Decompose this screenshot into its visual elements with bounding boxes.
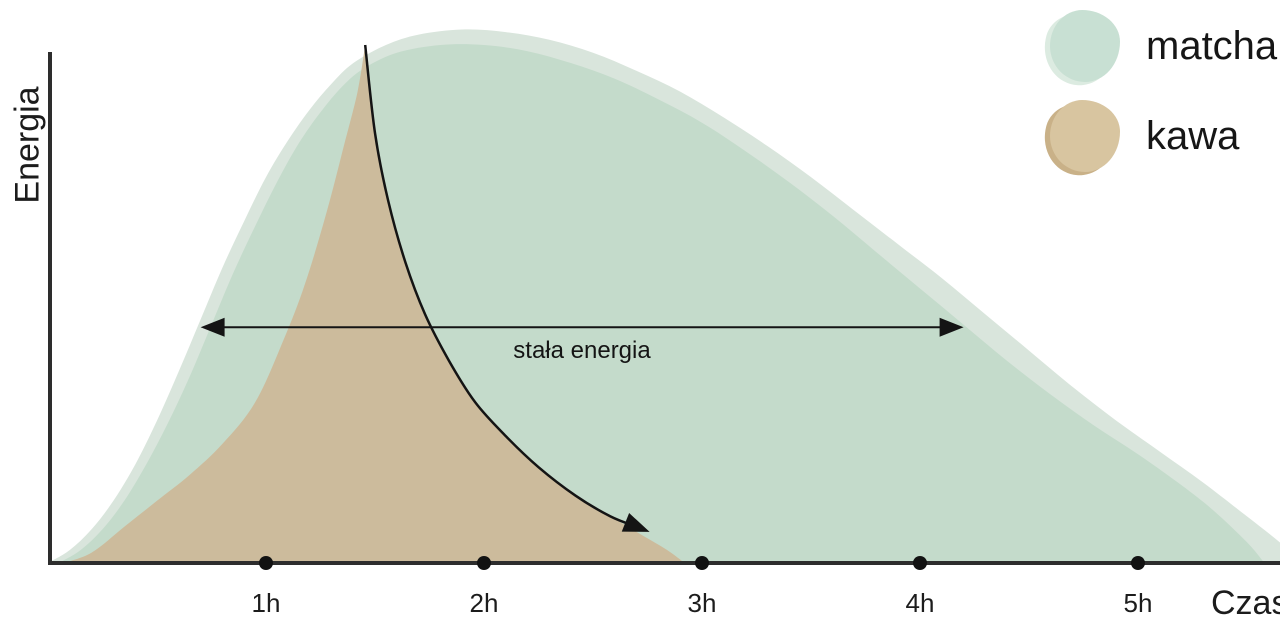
x-axis-tick-dot bbox=[1131, 556, 1145, 570]
kawa-area bbox=[63, 45, 685, 563]
tick-label-3h: 3h bbox=[687, 588, 717, 618]
x-axis-tick-dot bbox=[913, 556, 927, 570]
kawa-decay-arrow-line bbox=[363, 44, 638, 528]
matcha-blob-icon bbox=[1035, 4, 1123, 94]
legend-label-matcha: matcha bbox=[1146, 24, 1278, 68]
kawa-decay-arrowhead bbox=[621, 513, 650, 532]
constant-energy-arrowhead-right bbox=[939, 317, 964, 337]
tick-label-4h: 4h bbox=[905, 588, 935, 618]
tick-label-5h: 5h bbox=[1123, 588, 1153, 618]
x-axis-tick-dot bbox=[477, 556, 491, 570]
constant-energy-annotation-label: stała energia bbox=[513, 337, 651, 364]
constant-energy-arrowhead-left bbox=[200, 317, 225, 337]
legend-item-kawa: kawa bbox=[1035, 94, 1277, 184]
x-axis-label: Czas bbox=[1211, 584, 1280, 622]
legend-label-kawa: kawa bbox=[1146, 114, 1240, 158]
x-axis-tick-dot bbox=[695, 556, 709, 570]
legend-item-matcha: matcha bbox=[1035, 4, 1278, 94]
tick-label-1h: 1h bbox=[251, 588, 281, 618]
chart-legend: matcha kawa bbox=[1035, 4, 1278, 184]
x-axis-tick-dot bbox=[259, 556, 273, 570]
tick-label-2h: 2h bbox=[469, 588, 499, 618]
y-axis-label: Energia bbox=[8, 86, 47, 204]
kawa-blob-icon bbox=[1035, 94, 1123, 184]
